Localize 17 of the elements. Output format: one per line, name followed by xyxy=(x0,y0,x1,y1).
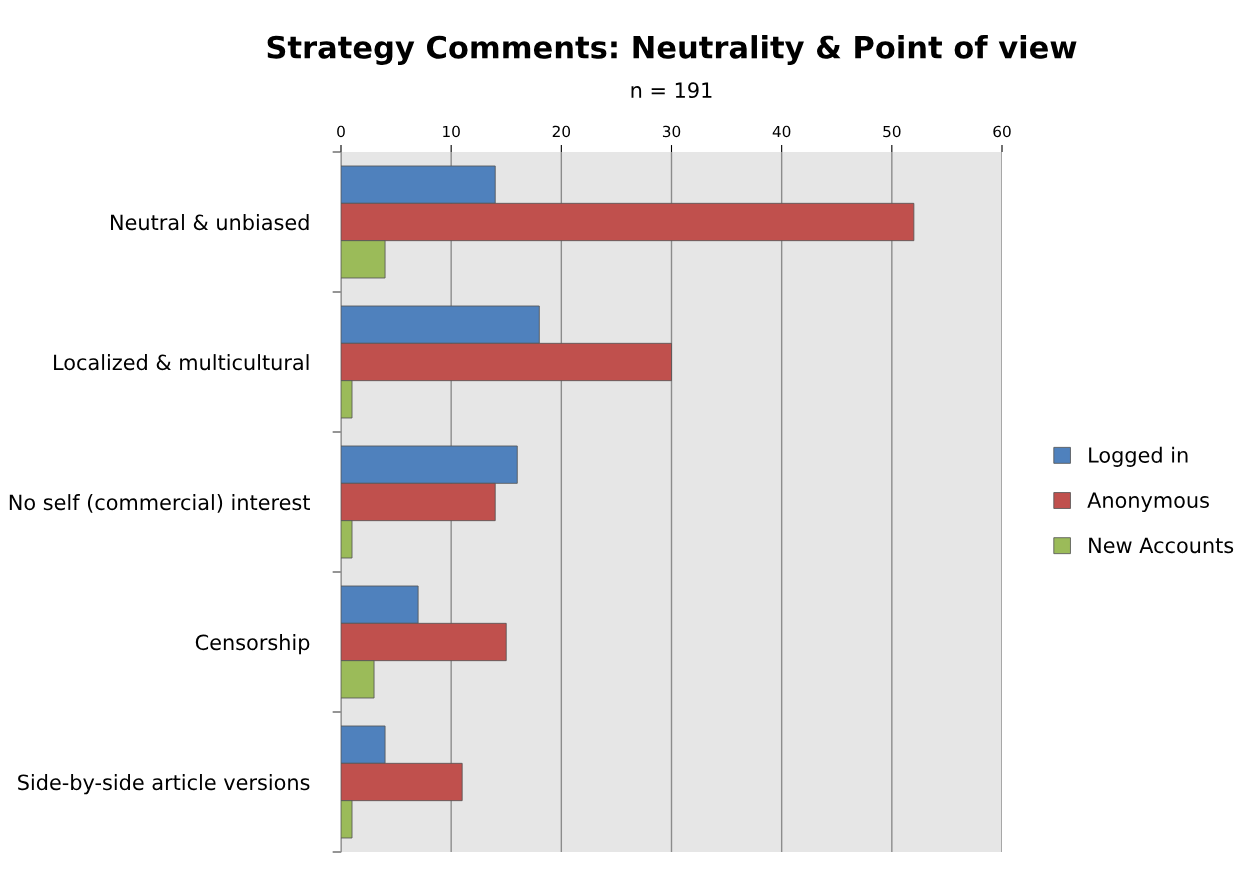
x-tick-label: 0 xyxy=(337,125,345,138)
legend-label: Logged in xyxy=(1089,446,1188,467)
chart-title: Strategy Comments: Neutrality & Point of view xyxy=(267,35,1077,65)
legend-label: New Accounts xyxy=(1089,537,1234,554)
y-tick-label: Censorship xyxy=(195,634,310,655)
y-tick-label: No self (commercial) interest xyxy=(9,494,310,513)
x-tick-label: 40 xyxy=(772,125,791,138)
y-tick-label: Neutral & unbiased xyxy=(111,214,309,231)
chart-subtitle: n = 191 xyxy=(631,82,712,99)
x-tick-label: 20 xyxy=(552,125,571,138)
x-tick-label: 60 xyxy=(993,125,1011,138)
x-tick-label: 10 xyxy=(443,125,460,138)
x-tick-label: 30 xyxy=(662,125,681,138)
legend-label: Anonymous xyxy=(1087,492,1209,513)
x-tick-label: 50 xyxy=(883,125,901,138)
y-tick-label: Localized & multicultural xyxy=(54,354,309,371)
y-tick-label: Side-by-side article versions xyxy=(18,774,310,795)
